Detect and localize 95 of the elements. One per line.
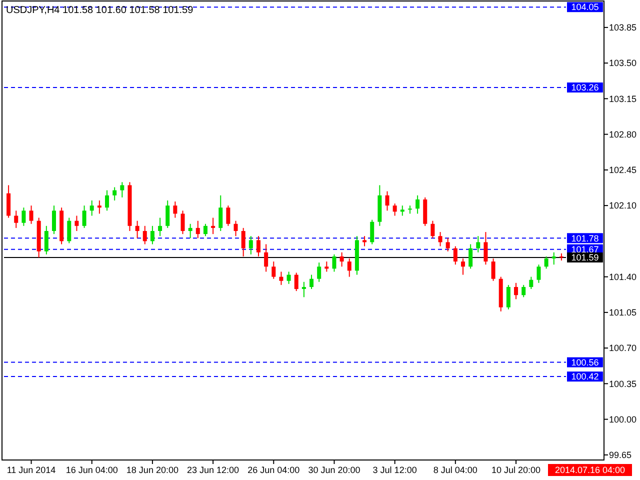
candlestick <box>74 215 79 232</box>
candlestick <box>370 219 374 245</box>
candlestick <box>430 220 435 239</box>
candlestick <box>203 223 208 237</box>
candlestick <box>272 261 276 280</box>
candlestick <box>302 281 306 298</box>
y-tick-label: 100.00 <box>609 414 637 424</box>
candlestick <box>340 252 344 268</box>
candlestick <box>438 232 442 247</box>
x-tick-label: 11 Jun 2014 <box>6 465 56 475</box>
candlestick <box>82 205 86 228</box>
candlestick <box>264 244 268 272</box>
candlestick <box>135 220 140 239</box>
candlestick <box>44 225 48 255</box>
x-tick-label: 26 Jun 04:00 <box>248 465 300 475</box>
candlestick <box>142 225 147 245</box>
y-tick-label: 102.10 <box>609 200 637 211</box>
y-tick-label: 100.35 <box>609 378 637 389</box>
candlestick <box>506 284 510 310</box>
candlestick <box>90 200 94 216</box>
candlestick <box>112 186 117 201</box>
candlestick <box>279 271 284 286</box>
y-tick-label: 103.85 <box>609 22 637 33</box>
candlestick <box>310 274 314 290</box>
candlestick <box>392 203 397 216</box>
ref-line-label: 103.26 <box>571 82 599 93</box>
candlestick <box>29 205 34 224</box>
ref-line-label: 101.59 <box>571 252 599 263</box>
candlestick <box>196 220 200 239</box>
candlestick <box>67 217 72 244</box>
candlestick <box>476 236 480 253</box>
ref-line-label: 104.05 <box>571 2 599 12</box>
x-tick-label: 8 Jul 04:00 <box>433 465 478 475</box>
y-tick-label: 102.45 <box>609 165 637 176</box>
candlestick <box>173 200 178 218</box>
x-tick-label: 30 Jun 20:00 <box>308 465 360 475</box>
y-tick-label: 99.65 <box>609 450 632 460</box>
x-tick-label: 10 Jul 20:00 <box>491 465 541 475</box>
candlestick <box>241 227 246 257</box>
y-tick-label: 103.50 <box>609 58 637 68</box>
candlestick <box>234 220 238 237</box>
candlestick <box>552 252 556 266</box>
candlestick <box>522 284 526 298</box>
ref-line-label: 101.67 <box>571 244 599 254</box>
candlestick <box>453 246 458 266</box>
candlestick <box>22 207 26 226</box>
candlestick <box>484 232 488 266</box>
candlestick <box>120 182 124 198</box>
candlestick <box>286 271 291 284</box>
candlestick <box>536 264 541 284</box>
candlestick <box>256 236 260 257</box>
ref-line-label: 100.56 <box>571 357 599 368</box>
candlestick <box>226 205 230 226</box>
candlestick <box>544 256 548 270</box>
candlestick <box>324 261 329 272</box>
ref-line-label: 100.42 <box>571 372 599 382</box>
candlestick <box>150 225 154 245</box>
candlestick <box>211 217 216 235</box>
candlestick <box>52 205 56 235</box>
y-tick-label: 102.80 <box>609 129 637 140</box>
candlestick <box>158 217 162 237</box>
candlestick <box>248 236 253 255</box>
candlestick <box>6 184 11 218</box>
candlestick <box>166 200 170 228</box>
y-tick-label: 101.05 <box>609 308 637 318</box>
y-tick-label: 101.40 <box>609 272 637 282</box>
candlestick <box>468 244 473 270</box>
candlestick <box>446 238 450 252</box>
x-tick-label: 16 Jun 04:00 <box>66 465 118 475</box>
candlestick <box>362 236 367 247</box>
candlestick <box>97 200 102 214</box>
text: 2014.07.16 04:00 <box>554 465 626 476</box>
candlestick <box>416 194 420 214</box>
chart-title: USDJPY,H4 101.58 101.60 101.58 101.59 <box>6 5 194 16</box>
candlestick <box>460 258 465 276</box>
candlestick <box>105 190 110 212</box>
candlestick <box>347 258 352 278</box>
x-tick-label: 3 Jul 12:00 <box>372 465 417 475</box>
candlestick <box>529 276 534 290</box>
x-tick-label: 23 Jun 12:00 <box>187 465 240 475</box>
candlestick <box>14 210 18 228</box>
candlestick <box>317 262 322 282</box>
candlestick <box>491 258 496 282</box>
candlestick <box>218 194 223 232</box>
y-tick-label: 100.70 <box>609 343 637 354</box>
candlestick <box>188 223 192 239</box>
candlestick <box>294 272 298 292</box>
candlestick <box>514 282 518 300</box>
y-tick-label: 103.15 <box>609 94 637 104</box>
candlestick <box>180 210 185 235</box>
x-tick-label: 18 Jun 20:00 <box>126 465 178 475</box>
candlestick <box>385 190 390 212</box>
candlestick <box>400 205 404 216</box>
candlestick <box>332 254 336 272</box>
ref-line-label: 101.78 <box>571 233 599 244</box>
